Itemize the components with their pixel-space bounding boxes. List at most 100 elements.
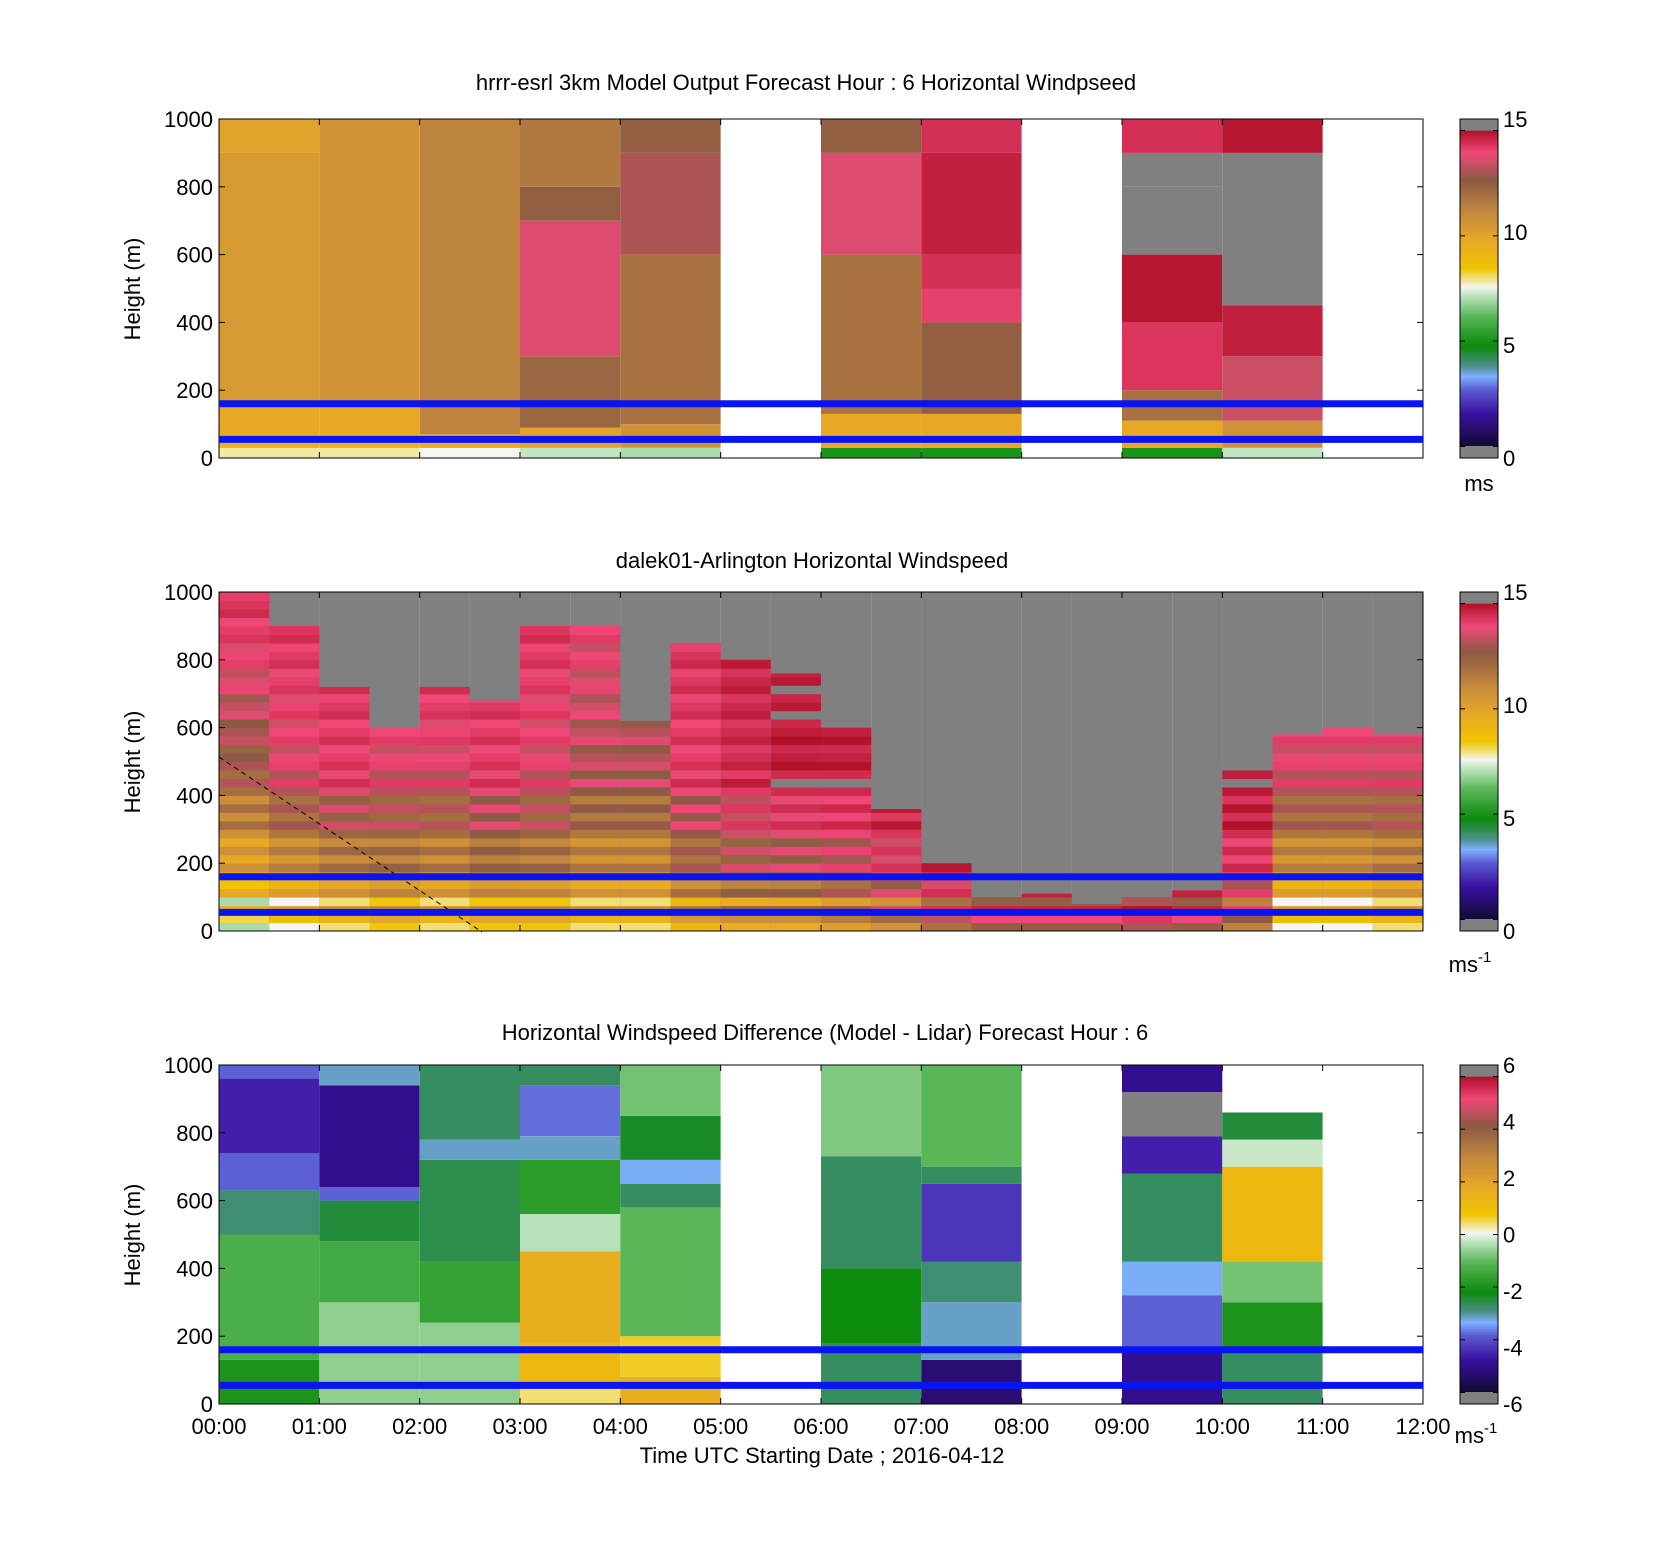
- heatmap-cell: [1222, 770, 1273, 779]
- heatmap-cell: [620, 914, 671, 923]
- heatmap-cell: [319, 854, 370, 864]
- heatmap-cell: [1272, 778, 1324, 788]
- heatmap-cell: [520, 220, 621, 357]
- heatmap-cell: [319, 888, 370, 898]
- heatmap-cell: [1322, 914, 1374, 923]
- heatmap-cell: [469, 719, 521, 729]
- heatmap-cell: [520, 642, 571, 652]
- heatmap-cell: [269, 786, 320, 796]
- heatmap-cell: [1322, 727, 1374, 737]
- heatmap-cell: [1222, 837, 1273, 847]
- x-axis-ticks: 00:00 01:00 02:00 03:00 04:00 05:00 06:00 07:00…: [191, 1065, 1451, 1439]
- heatmap-cell: [770, 812, 822, 822]
- heatmap-cell: [720, 710, 772, 720]
- heatmap-cell: [520, 761, 571, 771]
- heatmap-cell: [219, 837, 270, 847]
- heatmap-cell: [570, 710, 621, 720]
- heatmap-cell: [1222, 863, 1273, 873]
- heatmap-cell: [419, 686, 471, 695]
- heatmap-cell: [821, 727, 872, 737]
- heatmap-cell: [971, 922, 1023, 932]
- heatmap-cell: [219, 693, 270, 703]
- y-tick-label: 800: [176, 175, 213, 200]
- heatmap-cell: [469, 914, 521, 923]
- colorbar-tick-label: 10: [1503, 693, 1527, 718]
- heatmap-cell: [219, 625, 270, 635]
- heatmap-cell: [670, 651, 722, 661]
- heatmap-cell: [319, 1085, 420, 1187]
- heatmap-cell: [520, 1214, 621, 1252]
- difference-panel: Horizontal Windspeed Difference (Model -…: [120, 1020, 1523, 1468]
- heatmap-cell: [219, 778, 270, 788]
- heatmap-cell: [620, 820, 671, 830]
- heatmap-cell: [1272, 812, 1324, 822]
- heatmap-cell: [1272, 820, 1324, 830]
- heatmap-cell: [469, 753, 521, 762]
- heatmap-cell: [1222, 820, 1273, 830]
- heatmap-cell: [520, 186, 621, 221]
- heatmap-cell: [1222, 1112, 1323, 1140]
- heatmap-cell: [670, 744, 722, 754]
- heatmap-cell: [319, 1065, 420, 1086]
- heatmap-cell: [770, 778, 822, 788]
- heatmap-cell: [770, 795, 822, 805]
- heatmap-cell: [419, 1139, 520, 1160]
- heatmap-cell: [269, 770, 320, 779]
- heatmap-cell: [1172, 922, 1223, 932]
- heatmap-cell: [670, 897, 722, 907]
- heatmap-cell: [520, 812, 571, 822]
- heatmap-cell: [219, 676, 270, 686]
- heatmap-cell: [419, 888, 471, 898]
- heatmap-cell: [520, 778, 571, 788]
- heatmap-cell: [871, 888, 922, 898]
- heatmap-cell: [670, 642, 722, 652]
- heatmap-cell: [219, 897, 270, 907]
- x-tick-label: 04:00: [593, 1414, 648, 1439]
- heatmap-cell: [1322, 820, 1374, 830]
- heatmap-cell: [670, 693, 722, 703]
- heatmap-cell: [821, 744, 872, 754]
- heatmap-cell: [219, 863, 270, 873]
- heatmap-cell: [520, 356, 621, 428]
- heatmap-cell: [570, 753, 621, 762]
- heatmap-cell: [269, 863, 320, 873]
- heatmap-cell: [1322, 744, 1374, 754]
- heatmap-cell: [1372, 863, 1424, 873]
- heatmap-cell: [620, 854, 671, 864]
- heatmap-cell: [1272, 744, 1324, 754]
- heatmap-cell: [1372, 846, 1424, 856]
- heatmap-cell: [419, 795, 471, 805]
- heatmap-cell: [570, 803, 621, 813]
- heatmap-cell: [821, 119, 922, 153]
- heatmap-cell: [1122, 1261, 1223, 1296]
- heatmap-cell: [620, 1065, 721, 1116]
- heatmap-cell: [269, 761, 320, 771]
- heatmap-cell: [520, 1085, 621, 1137]
- colorbar-ticks: 0 5 10 15: [1460, 107, 1527, 471]
- heatmap-cell: [369, 897, 421, 907]
- heatmap-cell: [620, 753, 671, 762]
- heatmap-cell: [269, 634, 320, 644]
- heatmap-cell: [520, 1159, 621, 1215]
- heatmap-cell: [369, 863, 421, 873]
- heatmap-cell: [720, 880, 772, 890]
- heatmap-cell: [1122, 897, 1173, 907]
- y-tick-label: 800: [176, 1121, 213, 1146]
- heatmap-cell: [1172, 897, 1223, 907]
- heatmap-cell: [620, 1376, 721, 1404]
- heatmap-cell: [1222, 880, 1273, 890]
- heatmap-cell: [219, 803, 270, 813]
- heatmap-cell: [219, 609, 270, 618]
- heatmap-cell: [821, 820, 872, 830]
- colorbar-tick-label: 15: [1503, 107, 1527, 132]
- heatmap-cell: [319, 914, 370, 923]
- heatmap-cell: [369, 837, 421, 847]
- panel-title: hrrr-esrl 3km Model Output Forecast Hour…: [476, 70, 1136, 95]
- heatmap-cell: [1272, 854, 1324, 864]
- heatmap-cell: [620, 1115, 721, 1160]
- heatmap-cell: [1122, 914, 1173, 923]
- colorbar-tick-label: 4: [1503, 1110, 1515, 1135]
- heatmap-cell: [1322, 863, 1374, 873]
- reference-lines: [219, 1346, 1423, 1389]
